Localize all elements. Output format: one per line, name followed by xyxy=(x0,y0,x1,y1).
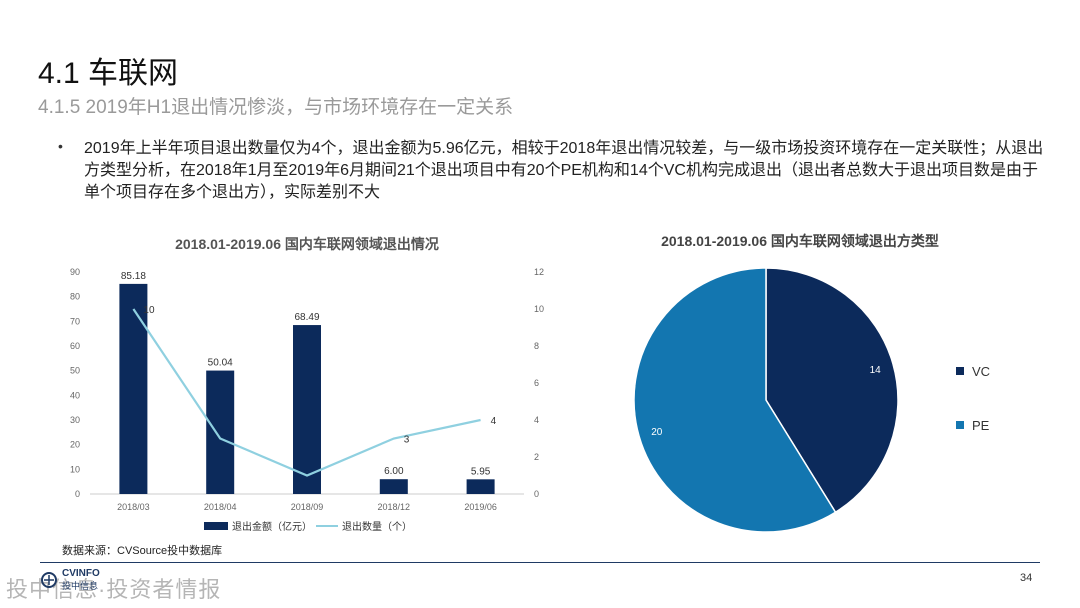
slide-title: 4.1 车联网 xyxy=(38,57,179,90)
y2-tick-label: 10 xyxy=(534,304,544,314)
logo-icon xyxy=(41,572,57,588)
legend-bar-label: 退出金额（亿元） xyxy=(232,520,312,533)
y-tick-label: 80 xyxy=(70,292,80,302)
line-data-label: 4 xyxy=(491,416,497,427)
line-exit-count xyxy=(132,308,481,477)
x-tick-label: 2018/04 xyxy=(204,502,237,512)
bullet-text: 2019年上半年项目退出数量仅为4个，退出金额为5.96亿元，相较于2018年退… xyxy=(84,140,1044,201)
bar-data-label: 85.18 xyxy=(121,271,146,282)
bar-data-label: 6.00 xyxy=(384,466,404,477)
bar-exit-amount xyxy=(379,479,408,494)
y-tick-label: 90 xyxy=(70,267,80,277)
legend-swatch-vc xyxy=(956,367,964,375)
x-tick-label: 2018/09 xyxy=(291,502,324,512)
pie-slice-vc xyxy=(765,267,899,514)
legend-swatch-pe xyxy=(956,421,964,429)
legend-bar-swatch xyxy=(204,522,228,530)
legend-label-vc: VC xyxy=(972,364,990,379)
y2-tick-label: 2 xyxy=(534,452,539,462)
bar-exit-amount xyxy=(206,370,235,494)
y2-tick-label: 8 xyxy=(534,341,539,351)
pie-data-label: 20 xyxy=(651,427,663,438)
logo-subtext: 投中信息 xyxy=(62,581,99,591)
logo-text: CVINFO xyxy=(62,568,100,579)
bar-data-label: 5.95 xyxy=(471,466,491,477)
x-tick-label: 2018/03 xyxy=(117,502,150,512)
page-number: 34 xyxy=(1020,572,1033,584)
line-data-label: 3 xyxy=(404,435,410,446)
y-tick-label: 60 xyxy=(70,341,80,351)
bar-exit-amount xyxy=(293,325,321,494)
exit-type-pie-chart: 2018.01-2019.06 国内车联网领域退出方类型 14 20 VC PE xyxy=(633,233,990,533)
bar-data-label: 50.04 xyxy=(208,358,233,369)
y-tick-label: 70 xyxy=(70,316,80,326)
line-data-label: 10 xyxy=(143,305,155,316)
y2-tick-label: 6 xyxy=(534,378,539,388)
y2-tick-label: 4 xyxy=(534,415,539,425)
y-tick-label: 0 xyxy=(75,489,80,499)
y-tick-label: 10 xyxy=(70,464,80,474)
data-source: 数据来源：CVSource投中数据库 xyxy=(62,545,223,557)
y-tick-label: 30 xyxy=(70,415,80,425)
y2-tick-label: 0 xyxy=(534,489,539,499)
cvinfo-logo: CVINFO 投中信息 xyxy=(40,568,100,592)
legend-line-label: 退出数量（个） xyxy=(342,520,412,533)
footer-divider xyxy=(40,562,1040,563)
watermark: 投中信息·投资者情报 xyxy=(6,577,222,602)
pie-data-label: 14 xyxy=(870,365,882,376)
x-tick-label: 2019/06 xyxy=(464,502,497,512)
bar-exit-amount xyxy=(119,283,148,494)
slide-subtitle: 4.1.5 2019年H1退出情况惨淡，与市场环境存在一定关系 xyxy=(38,97,514,118)
x-tick-label: 2018/12 xyxy=(378,502,411,512)
y-tick-label: 40 xyxy=(70,390,80,400)
y-tick-label: 20 xyxy=(70,440,80,450)
bar-exit-amount xyxy=(466,479,495,494)
bar-data-label: 68.49 xyxy=(294,312,319,323)
legend-label-pe: PE xyxy=(972,418,990,433)
bullet-marker: • xyxy=(58,138,63,154)
chart-title: 2018.01-2019.06 国内车联网领域退出方类型 xyxy=(661,233,939,249)
y2-tick-label: 12 xyxy=(534,267,544,277)
pie-slice-pe xyxy=(633,267,837,533)
chart-title: 2018.01-2019.06 国内车联网领域退出情况 xyxy=(175,236,439,252)
exit-bar-line-chart: 2018.01-2019.06 国内车联网领域退出情况0102030405060… xyxy=(70,236,544,533)
y-tick-label: 50 xyxy=(70,366,80,376)
